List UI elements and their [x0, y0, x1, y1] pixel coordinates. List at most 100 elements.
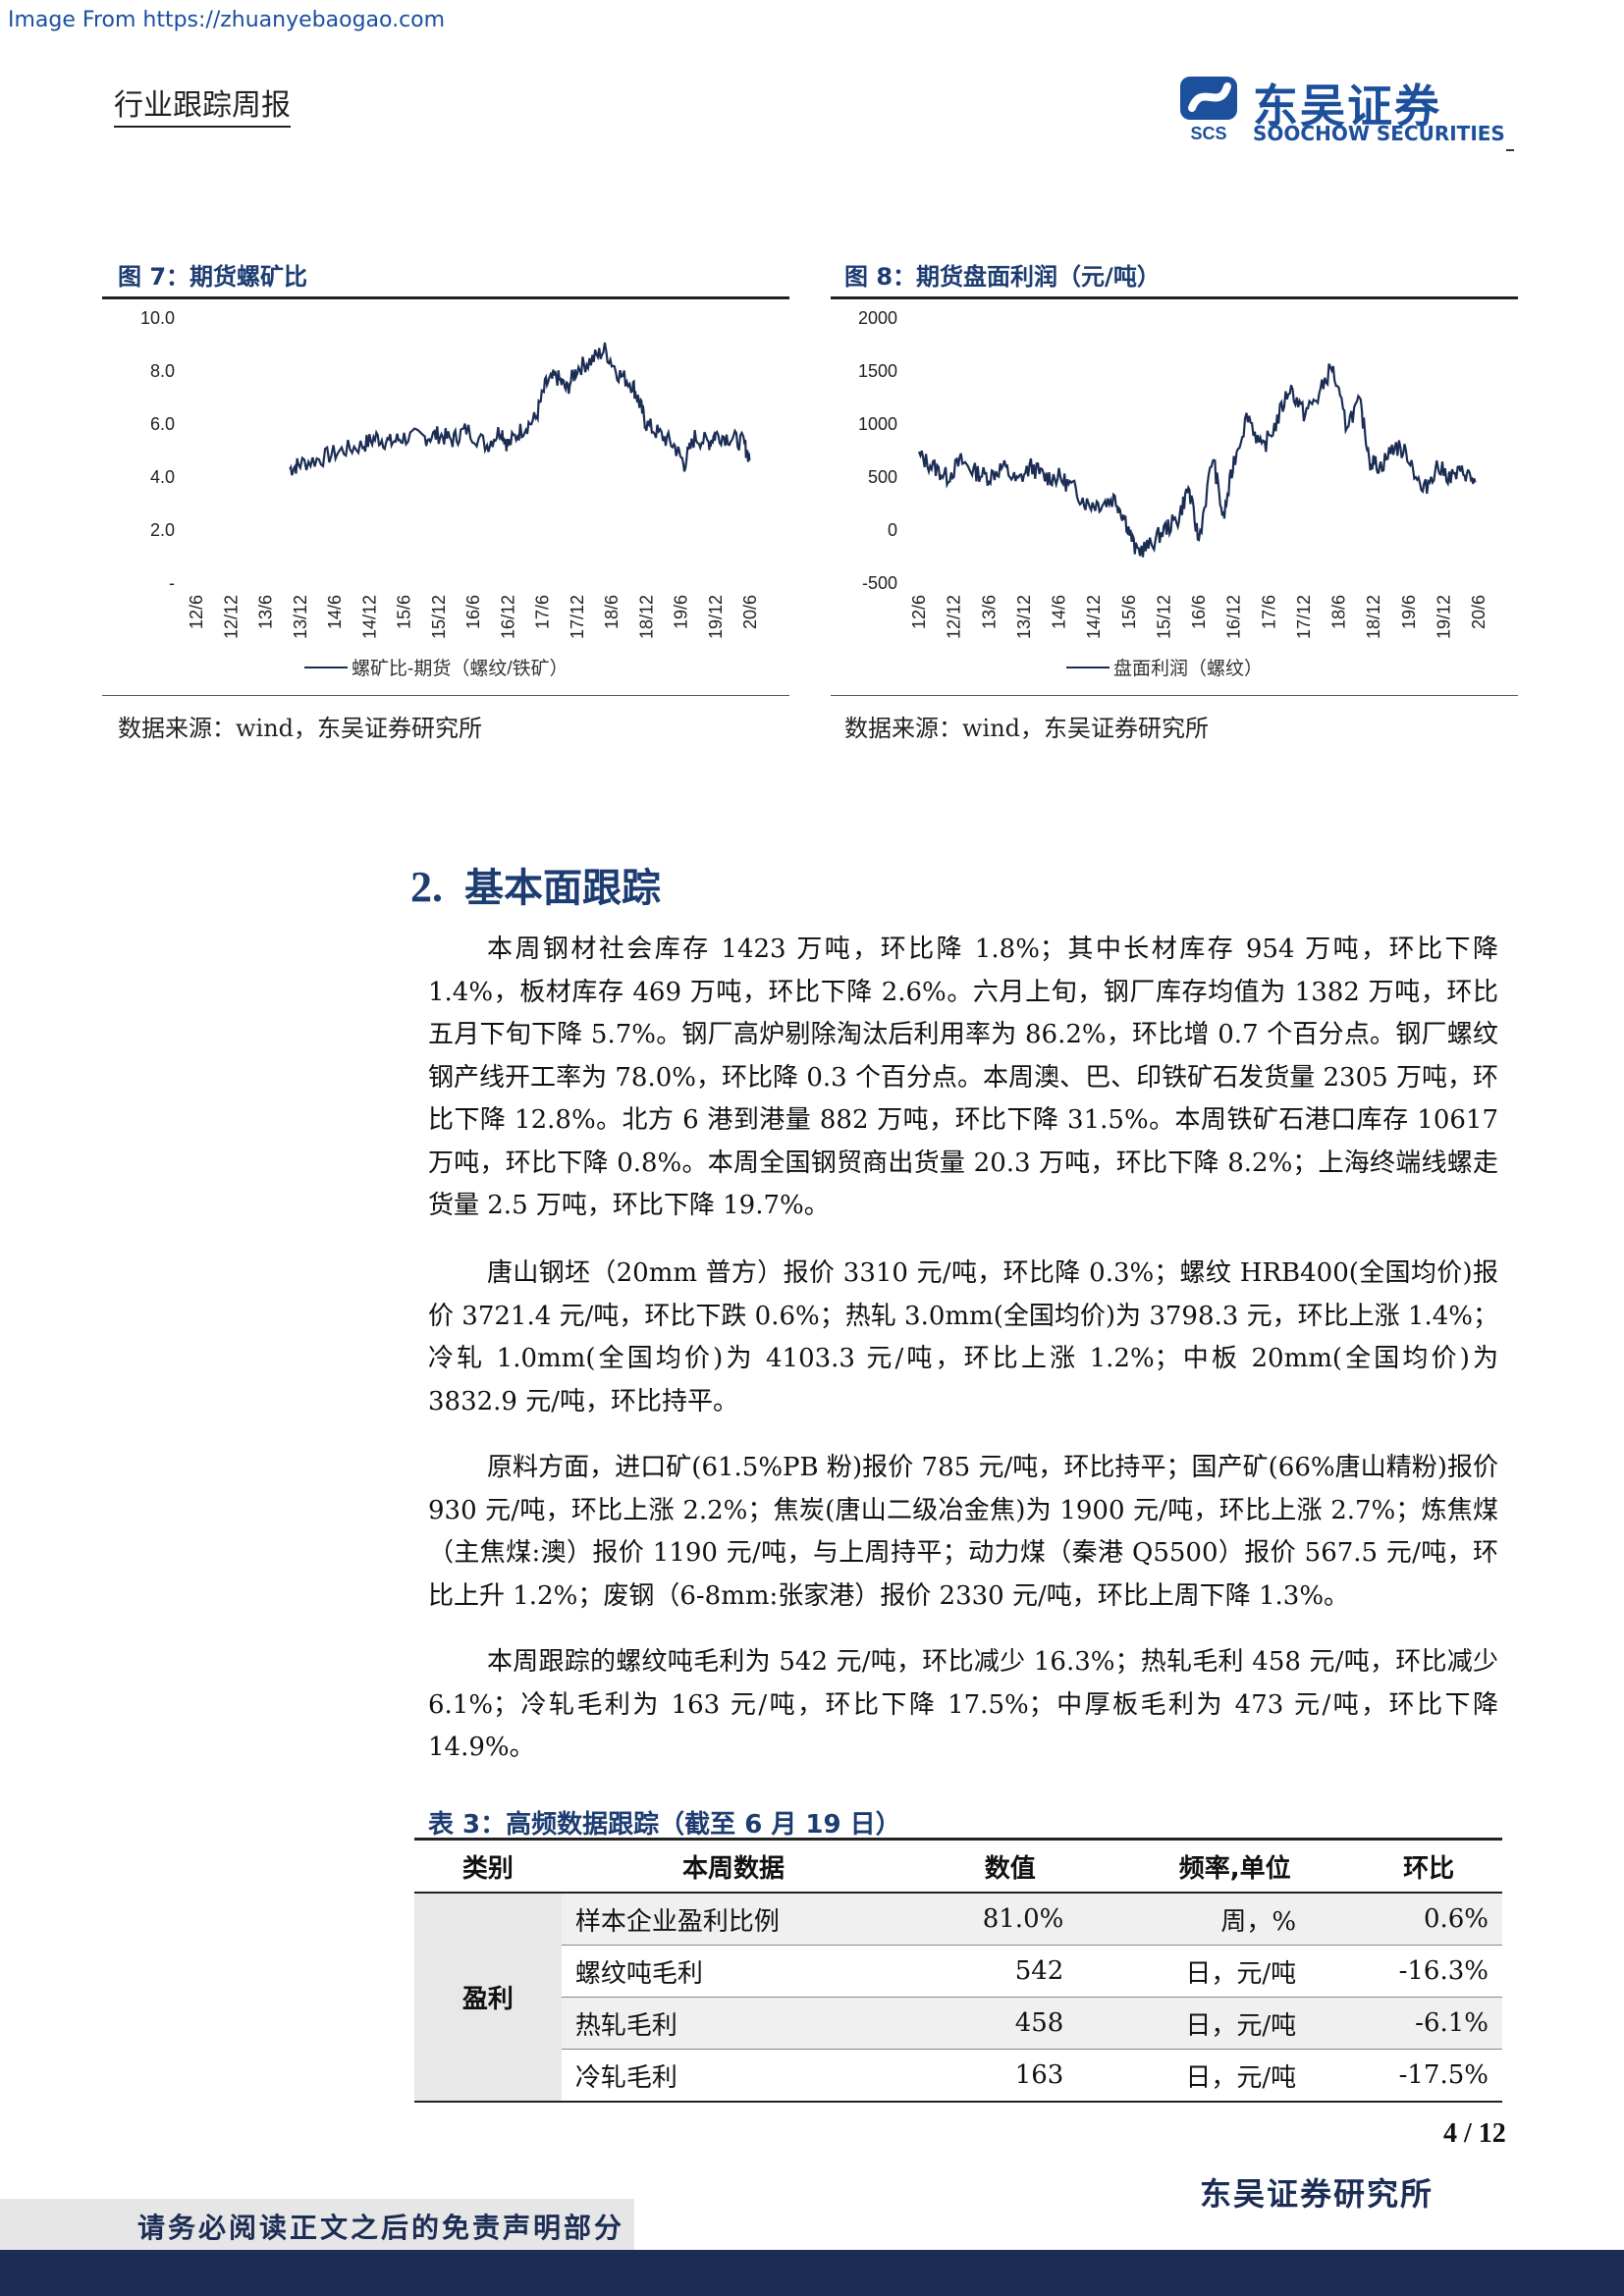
x-tick-label: 19/12 [1434, 595, 1453, 639]
disclaimer-text: 请务必阅读正文之后的免责声明部分 [137, 2212, 625, 2244]
x-tick-label: 19/12 [706, 595, 726, 639]
x-tick-label: 14/6 [325, 595, 345, 629]
page-number: 4 / 12 [1443, 2118, 1506, 2149]
table-cell-frequency: 日，元/吨 [1114, 2049, 1356, 2103]
x-tick-label: 12/12 [945, 595, 964, 639]
series-line [289, 342, 751, 476]
section-title: 基本面跟踪 [464, 865, 661, 911]
table-cell-item: 冷轧毛利 [561, 2049, 906, 2103]
x-tick-label: 15/6 [395, 595, 414, 629]
x-tick-label: 13/12 [291, 595, 310, 639]
x-tick-label: 16/12 [498, 595, 517, 639]
y-tick-label: - [169, 573, 175, 593]
table-cell-change: -16.3% [1355, 1945, 1502, 1998]
table-cell-change: 0.6% [1355, 1893, 1502, 1946]
x-tick-label: 14/6 [1050, 595, 1069, 629]
x-tick-label: 15/6 [1119, 595, 1139, 629]
figure-8-top-rule [831, 296, 1518, 299]
header-divider [1506, 149, 1514, 151]
x-tick-label: 13/12 [1014, 595, 1034, 639]
y-tick-label: 8.0 [150, 361, 175, 381]
table-cell-frequency: 日，元/吨 [1114, 1945, 1356, 1998]
x-tick-label: 20/6 [1469, 595, 1489, 629]
x-tick-label: 16/6 [1189, 595, 1209, 629]
paragraph-raw-materials: 原料方面，进口矿(61.5%PB 粉)报价 785 元/吨，环比持平；国产矿(6… [428, 1453, 1498, 1611]
table-cell-frequency: 周，% [1114, 1893, 1356, 1946]
figure-7-chart: 10.0 8.0 6.0 4.0 2.0 -12/6 12/12 13/6 13/12 14/6 1… [140, 308, 760, 679]
table-header-item: 本周数据 [561, 1838, 906, 1894]
y-tick-label: 4.0 [150, 467, 175, 487]
table-header-category: 类别 [414, 1838, 562, 1894]
x-tick-label: 18/6 [1329, 595, 1349, 629]
footer-bar [0, 2250, 1624, 2296]
x-tick-label: 13/6 [979, 595, 999, 629]
x-tick-label: 17/6 [533, 595, 553, 629]
figure-7-top-rule [102, 296, 789, 299]
y-tick-label: 1500 [858, 361, 897, 381]
table-title: 表 3：高频数据跟踪（截至 6 月 19 日） [428, 1810, 901, 1840]
logo-mark-icon: SCS [1180, 77, 1237, 143]
table-cell-change: -6.1% [1355, 1997, 1502, 2050]
figure-8-bottom-rule [831, 695, 1518, 696]
table-cell-value: 542 [905, 1945, 1115, 1998]
table-cell-value: 163 [905, 2049, 1115, 2103]
y-tick-label: 0 [888, 520, 897, 540]
section-number: 2. [410, 863, 443, 911]
y-tick-label: 10.0 [140, 308, 175, 328]
paragraph-prices: 唐山钢坯（20mm 普方）报价 3310 元/吨，环比降 0.3%；螺纹 HRB… [428, 1258, 1498, 1416]
watermark-text: Image From https://zhuanyebaogao.com [8, 8, 446, 32]
x-tick-label: 19/6 [672, 595, 691, 629]
logo-chinese: 东吴证券 [1253, 80, 1441, 133]
table-row: 螺纹吨毛利 542 日，元/吨 -16.3% [414, 1945, 1502, 1998]
disclaimer-banner: 请务必阅读正文之后的免责声明部分 [0, 2199, 634, 2250]
x-tick-label: 18/12 [636, 595, 656, 639]
logo-english: SOOCHOW SECURITIES [1253, 122, 1505, 145]
footer-institute: 东吴证券研究所 [1200, 2175, 1435, 2213]
x-tick-label: 16/12 [1224, 595, 1244, 639]
table-header-frequency: 频率,单位 [1114, 1838, 1356, 1894]
x-tick-label: 17/12 [568, 595, 587, 639]
table-cell-value: 458 [905, 1997, 1115, 2050]
report-type: 行业跟踪周报 [114, 80, 291, 128]
x-tick-label: 16/6 [463, 595, 483, 629]
x-tick-label: 14/12 [1084, 595, 1104, 639]
y-tick-label: 1000 [858, 414, 897, 434]
x-tick-label: 15/12 [429, 595, 449, 639]
x-tick-label: 17/6 [1259, 595, 1278, 629]
x-tick-label: 13/6 [256, 595, 276, 629]
paragraph-inventory: 本周钢材社会库存 1423 万吨，环比降 1.8%；其中长材库存 954 万吨，… [428, 934, 1498, 1220]
series-line [917, 363, 1477, 558]
table-cell-item: 螺纹吨毛利 [561, 1945, 906, 1998]
figure-8-chart: 2000 1500 1000 500 0 -500 12/6 12/12 13/6 13/12 14… [858, 308, 1489, 679]
table-cell-item: 样本企业盈利比例 [561, 1893, 906, 1946]
table-cell-change: -17.5% [1355, 2049, 1502, 2103]
figure-8-title: 图 8：期货盘面利润（元/吨） [844, 263, 1161, 291]
x-tick-label: 14/12 [359, 595, 379, 639]
high-frequency-table: 类别 本周数据 数值 频率,单位 环比 盈利 样本企业盈利比例 81.0% 周，… [414, 1838, 1502, 2103]
y-tick-label: 2.0 [150, 520, 175, 540]
x-tick-label: 15/12 [1154, 595, 1173, 639]
section-heading: 2. 基本面跟踪 [410, 856, 661, 913]
figure-8-source: 数据来源：wind，东吴证券研究所 [844, 715, 1210, 742]
x-tick-label: 20/6 [740, 595, 760, 629]
legend-label: 螺矿比-期货（螺纹/铁矿） [352, 658, 568, 679]
x-tick-label: 17/12 [1294, 595, 1314, 639]
y-tick-label: 500 [868, 467, 897, 487]
figure-7-source: 数据来源：wind，东吴证券研究所 [118, 715, 483, 742]
table-row: 热轧毛利 458 日，元/吨 -6.1% [414, 1997, 1502, 2050]
y-tick-label: 6.0 [150, 414, 175, 434]
table-cell-frequency: 日，元/吨 [1114, 1997, 1356, 2050]
x-tick-label: 12/12 [221, 595, 241, 639]
y-tick-label: 2000 [858, 308, 897, 328]
table-row: 冷轧毛利 163 日，元/吨 -17.5% [414, 2049, 1502, 2103]
figure-7-title: 图 7：期货螺矿比 [118, 263, 308, 291]
x-tick-label: 19/6 [1399, 595, 1419, 629]
table-category-cell: 盈利 [414, 1893, 562, 2103]
x-tick-label: 18/6 [602, 595, 622, 629]
x-tick-label: 12/6 [909, 595, 929, 629]
table-row: 盈利 样本企业盈利比例 81.0% 周，% 0.6% [414, 1893, 1502, 2103]
x-tick-label: 18/12 [1364, 595, 1383, 639]
y-tick-label: -500 [862, 573, 897, 593]
table-header-change: 环比 [1355, 1838, 1502, 1894]
figure-7-bottom-rule [102, 695, 789, 696]
